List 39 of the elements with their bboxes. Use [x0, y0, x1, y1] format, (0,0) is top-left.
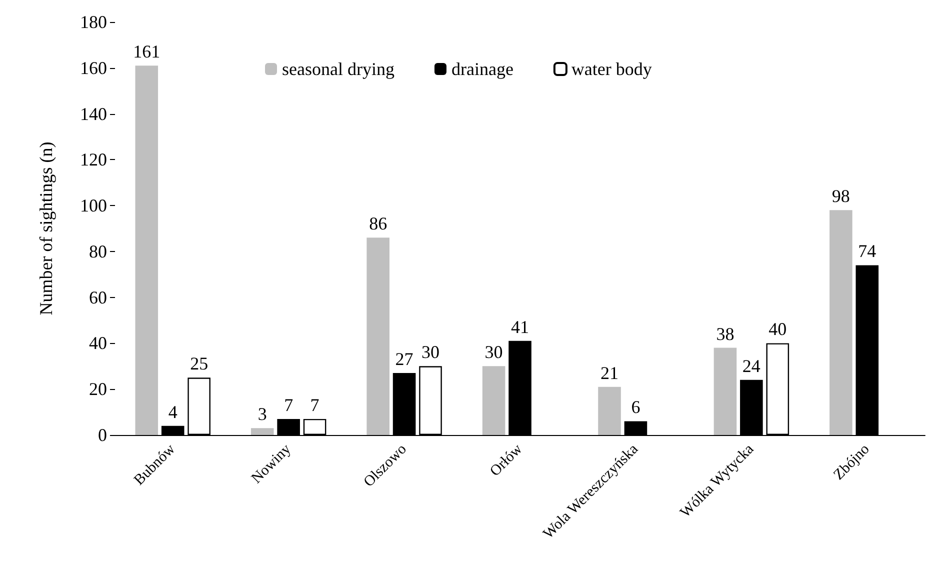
legend-label: drainage — [451, 59, 514, 79]
data-label: 30 — [484, 342, 503, 362]
bar — [250, 428, 274, 435]
data-label: 30 — [421, 342, 440, 362]
data-label: 86 — [369, 214, 388, 234]
data-label: 74 — [858, 241, 876, 262]
data-label: 98 — [832, 186, 850, 206]
y-tick-label: 100 — [80, 196, 107, 216]
bar — [135, 66, 158, 435]
y-tick-label: 80 — [89, 241, 107, 262]
y-tick-label: 120 — [80, 150, 107, 170]
data-label: 25 — [190, 354, 208, 374]
data-label: 7 — [284, 394, 294, 415]
bar — [830, 210, 852, 435]
data-label: 161 — [133, 42, 160, 62]
bar — [598, 386, 621, 435]
bar — [714, 348, 737, 435]
y-axis-title: Number of sightings (n) — [36, 142, 56, 316]
bar — [366, 238, 390, 435]
data-label: 4 — [168, 402, 178, 422]
data-label: 41 — [511, 316, 529, 337]
data-label: 27 — [395, 349, 414, 370]
data-label: 24 — [742, 356, 760, 376]
data-label: 38 — [716, 324, 734, 344]
y-tick-label: 20 — [89, 379, 107, 400]
data-label: 3 — [258, 404, 267, 424]
bar — [482, 366, 506, 435]
legend-label: seasonal drying — [282, 59, 394, 79]
y-tick-label: 160 — [80, 58, 107, 78]
data-label: 40 — [768, 319, 787, 340]
data-label: 7 — [310, 394, 320, 415]
y-tick-label: 0 — [98, 425, 107, 445]
y-tick-label: 60 — [89, 287, 107, 308]
y-tick-label: 140 — [80, 104, 107, 124]
data-label: 6 — [631, 397, 640, 418]
legend-label: water body — [571, 59, 652, 79]
data-label: 21 — [600, 362, 619, 383]
y-tick-label: 40 — [89, 333, 107, 354]
y-tick-label: 180 — [80, 12, 107, 32]
